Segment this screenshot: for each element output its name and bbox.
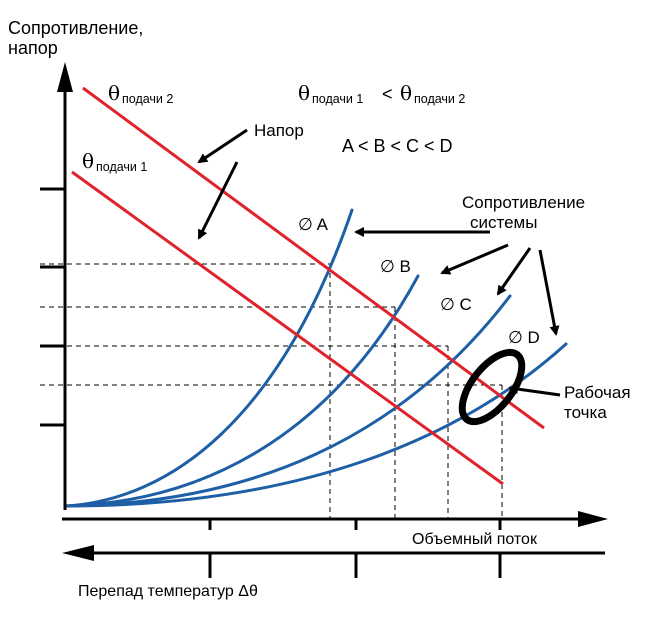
x-axis-title: Объемный поток — [412, 531, 538, 548]
work-point-label-line2: точка — [564, 403, 607, 422]
theta-1-sub: подачи 1 — [96, 160, 147, 174]
reverse-axis-title: Перепад температур Δθ — [78, 583, 258, 600]
curve-b — [63, 274, 420, 508]
y-axis-title-line1: Сопротивление, — [8, 18, 143, 38]
theta-2-symbol: θ — [108, 81, 120, 105]
theta-2-sub: подачи 2 — [122, 92, 173, 106]
y-axis-title-line2: напор — [8, 38, 58, 58]
head-arrow-1 — [197, 128, 248, 164]
relation-theta-2: θ — [400, 81, 412, 105]
relation-theta-1: θ — [298, 81, 310, 105]
y-axis-arrow — [57, 62, 73, 92]
callout-arrows — [197, 128, 561, 397]
system-arrow-b — [440, 243, 509, 275]
relation-less: < — [382, 84, 393, 104]
system-label-line2: системы — [470, 213, 537, 232]
curve-a-label: ∅ A — [298, 215, 329, 234]
head-label: Напор — [254, 121, 304, 140]
reverse-axis-arrow — [62, 545, 94, 561]
curve-c-label: ∅ C — [440, 295, 472, 314]
work-point-arrow — [508, 384, 561, 397]
head-arrow-2 — [197, 161, 239, 240]
work-point-label-line1: Рабочая — [564, 383, 631, 402]
pump-lines — [71, 86, 545, 486]
curve-d-label: ∅ D — [508, 328, 540, 347]
x-axis-arrow — [578, 511, 608, 527]
system-label-line1: Сопротивление — [462, 193, 585, 212]
curve-d — [63, 342, 568, 508]
curve-b-label: ∅ B — [380, 257, 411, 276]
relation-sub-1: подачи 1 — [312, 92, 363, 106]
system-arrow-c — [496, 247, 532, 296]
order-relation: A < B < C < D — [342, 136, 453, 156]
axes — [40, 62, 608, 578]
operating-point-ring — [458, 348, 526, 426]
curve-a — [63, 208, 354, 508]
curve-c — [63, 294, 512, 508]
guide-lines — [40, 263, 503, 518]
pump-line-1 — [71, 170, 504, 486]
pump-line-2 — [82, 86, 545, 430]
theta-1-symbol: θ — [82, 149, 94, 173]
relation-sub-2: подачи 2 — [414, 92, 465, 106]
system-arrow-d — [538, 249, 560, 336]
